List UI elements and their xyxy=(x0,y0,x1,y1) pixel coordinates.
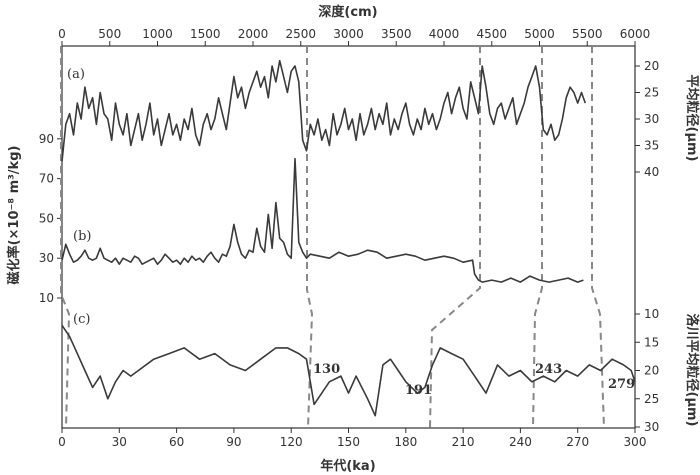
event-label-243: 243 xyxy=(535,362,562,377)
top-tick-label: 5500 xyxy=(572,27,603,41)
event-label-191: 191 xyxy=(405,383,432,398)
top-tick-label: 5000 xyxy=(524,27,555,41)
right-tick-label-a: 35 xyxy=(644,139,659,153)
right-tick-label-c: 30 xyxy=(644,420,659,434)
right-axis-title-c: 洛川平均粒径(μm) xyxy=(684,314,700,427)
bottom-tick-label: 0 xyxy=(58,435,66,449)
series-b-susceptibility xyxy=(61,157,584,283)
top-tick-label: 4500 xyxy=(476,27,507,41)
left-tick-label: 70 xyxy=(39,172,54,186)
right-tick-label-a: 20 xyxy=(644,59,659,73)
top-tick-label: 0 xyxy=(58,27,66,41)
top-x-axis: 0 500 1000 1500 2000 2500 3000 3500 4000 4500 5000… xyxy=(58,27,650,46)
bottom-tick-label: 210 xyxy=(452,435,475,449)
bottom-tick-label: 300 xyxy=(624,435,647,449)
right-y-axis-c: 10 15 20 25 30 xyxy=(635,307,659,434)
bottom-tick-label: 240 xyxy=(509,435,532,449)
panel-label-a: (a) xyxy=(67,67,85,82)
event-label-279: 279 xyxy=(608,377,635,392)
event-label-130: 130 xyxy=(313,362,340,377)
top-tick-label: 4000 xyxy=(429,27,460,41)
bottom-tick-label: 90 xyxy=(226,435,241,449)
bottom-tick-label: 30 xyxy=(112,435,127,449)
bottom-axis-title: 年代(ka) xyxy=(320,458,375,474)
right-tick-label-a: 40 xyxy=(644,165,659,179)
bottom-tick-label: 180 xyxy=(394,435,417,449)
right-tick-label-a: 30 xyxy=(644,112,659,126)
right-axis-title-a: 平均粒径(μm) xyxy=(684,75,700,162)
right-y-axis-a: 20 25 30 35 40 xyxy=(635,59,659,179)
series-a-grain-size xyxy=(61,59,587,162)
right-tick-label-c: 25 xyxy=(644,392,659,406)
top-tick-label: 1500 xyxy=(190,27,221,41)
right-tick-label-c: 15 xyxy=(644,335,659,349)
panel-label-b: (b) xyxy=(73,229,91,244)
top-tick-label: 3500 xyxy=(381,27,412,41)
correlation-guide-line xyxy=(532,46,543,429)
correlation-guide-line xyxy=(306,46,314,429)
bottom-x-axis: 0 30 60 90 120 150 180 210 240 270 300 xyxy=(58,428,646,449)
correlation-guide-line xyxy=(591,46,605,429)
left-tick-label: 30 xyxy=(39,251,54,265)
right-tick-label-a: 25 xyxy=(644,86,659,100)
bottom-tick-label: 270 xyxy=(566,435,589,449)
left-tick-label: 50 xyxy=(39,211,54,225)
correlation-guide-line xyxy=(60,46,71,429)
top-tick-label: 6000 xyxy=(620,27,651,41)
left-tick-label: 10 xyxy=(39,291,54,305)
series-c-luochuan-grain-size xyxy=(61,324,636,417)
bottom-tick-label: 150 xyxy=(337,435,360,449)
left-tick-label: 90 xyxy=(39,132,54,146)
right-tick-label-c: 10 xyxy=(644,307,659,321)
left-axis-title: 磁化率(×10⁻⁸ m³/kg) xyxy=(6,146,22,285)
top-tick-label: 500 xyxy=(98,27,121,41)
panel-label-c: (c) xyxy=(73,312,90,327)
top-tick-label: 1000 xyxy=(142,27,173,41)
top-tick-label: 2000 xyxy=(238,27,269,41)
correlation-guides xyxy=(60,46,605,429)
top-tick-label: 3000 xyxy=(333,27,364,41)
correlation-guide-line xyxy=(429,46,481,429)
bottom-tick-label: 60 xyxy=(169,435,184,449)
top-tick-label: 2500 xyxy=(285,27,316,41)
left-y-axis: 10 30 50 70 90 xyxy=(39,132,62,305)
right-tick-label-c: 20 xyxy=(644,364,659,378)
bottom-tick-label: 120 xyxy=(280,435,303,449)
top-axis-title: 深度(cm) xyxy=(318,4,377,20)
